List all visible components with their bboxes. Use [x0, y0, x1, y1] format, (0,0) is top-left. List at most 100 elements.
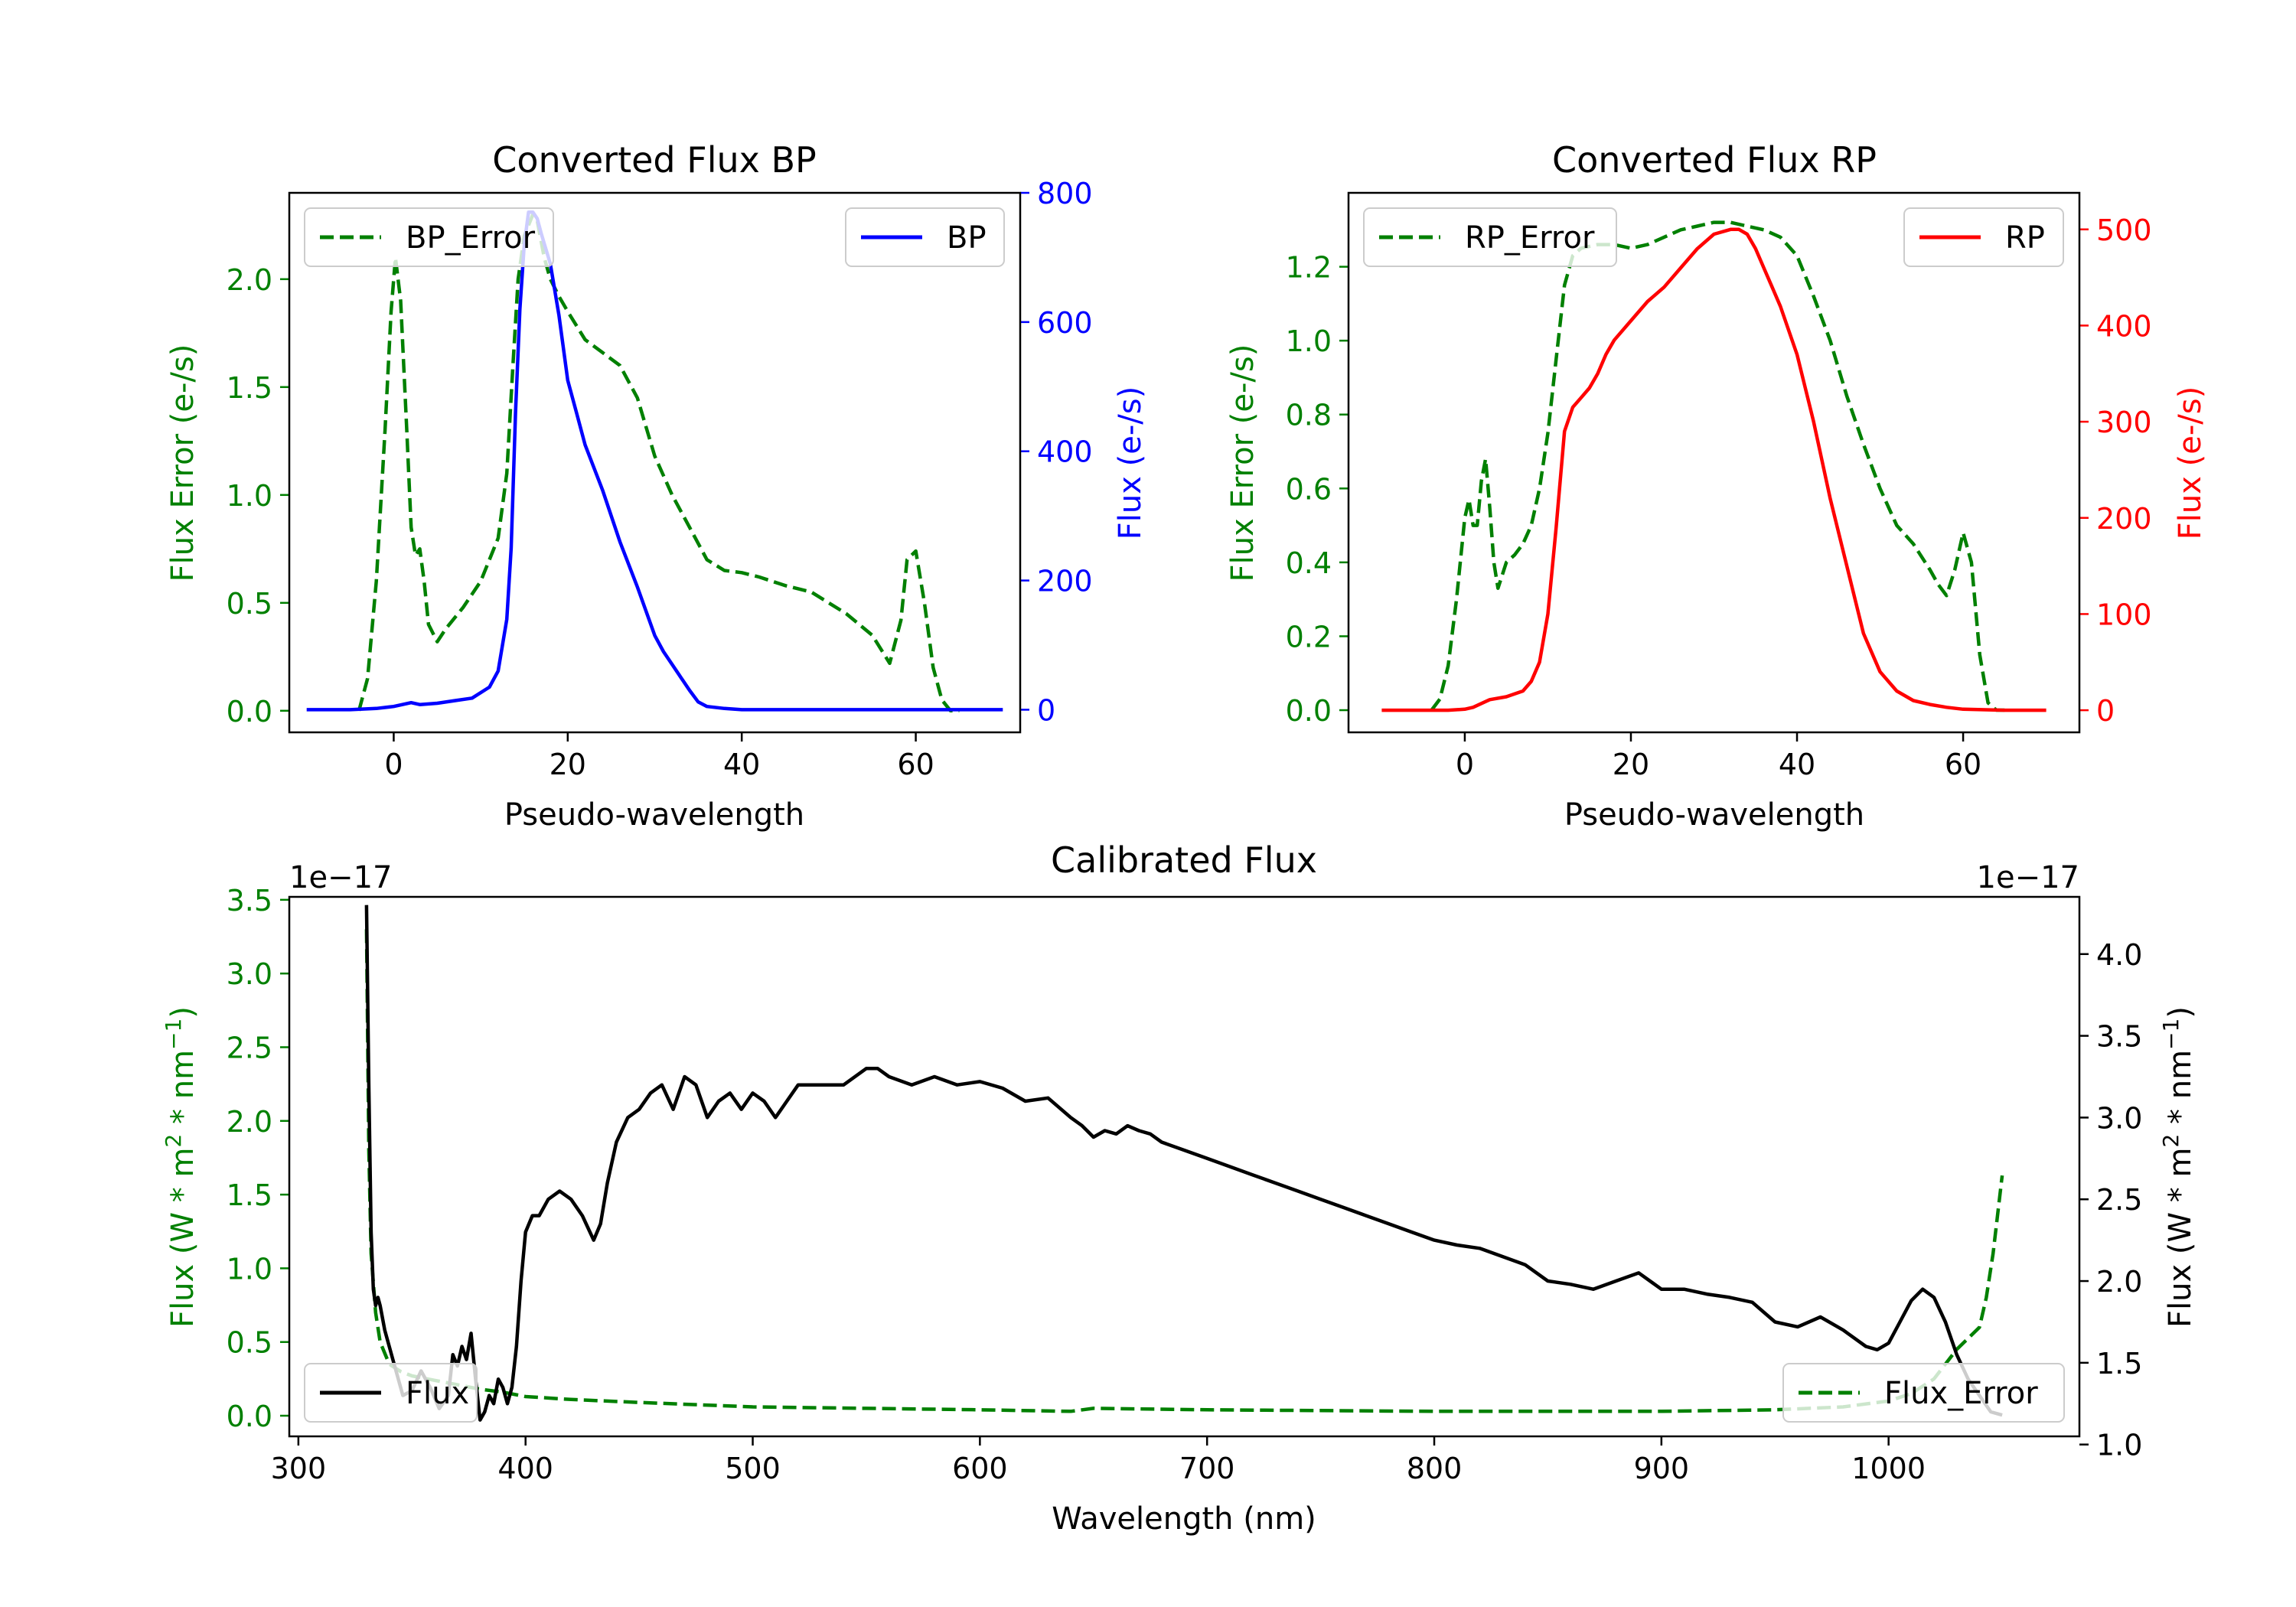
rp-error-legend-box	[1363, 207, 1617, 267]
rp-left-y-tick-label: 0.4	[1286, 546, 1332, 580]
calibrated-x-tick-label: 800	[1407, 1452, 1463, 1485]
calibrated-left-y-tick-label: 3.0	[227, 957, 272, 991]
bp-right-y-tick-label: 800	[1037, 177, 1093, 210]
bp-legend-label: BP	[947, 220, 987, 256]
rp-legend-label: RP	[2005, 220, 2045, 256]
bp-bp-line	[306, 210, 1003, 712]
rp-right-y-tick-label: 0	[2096, 694, 2115, 728]
rp-rp-line	[1381, 227, 2047, 712]
calibrated-right-y-tick-label: 3.5	[2096, 1020, 2142, 1054]
bp-x-tick-label: 40	[723, 748, 760, 781]
calibrated-x-axis-label: Wavelength (nm)	[1052, 1501, 1316, 1537]
bp-title: Converted Flux BP	[492, 139, 817, 181]
rp-right-axis-label: Flux (e-/s)	[2173, 386, 2208, 539]
rp-title: Converted Flux RP	[1552, 139, 1877, 181]
rp-legend-box	[1903, 207, 2064, 267]
bp-legend: BP	[845, 207, 1005, 267]
calibrated-x-tick-label: 600	[952, 1452, 1008, 1485]
calibrated-left-y-tick-label: 2.5	[227, 1031, 272, 1064]
rp-left-axis-label: Flux Error (e-/s)	[1225, 344, 1261, 582]
calibrated-x-tick-label: 1000	[1851, 1452, 1926, 1485]
bp-left-y-tick-label: 1.0	[227, 479, 272, 513]
calibrated-left-y-tick-label: 2.0	[227, 1105, 272, 1139]
calibrated-left-y-tick-label: 0.5	[227, 1326, 272, 1360]
bp-panel: Converted Flux BP 0 20 40 60 0.0 0.5 1.0 1.5 2.0…	[165, 139, 1148, 833]
calibrated-panel: Calibrated Flux 1e−17 1e−17 300 400 500 600…	[161, 839, 2199, 1537]
rp-legend: RP	[1903, 207, 2064, 267]
bp-x-tick-label: 0	[384, 748, 403, 781]
calibrated-right-y-tick-label: 4.0	[2096, 938, 2142, 972]
calibrated-right-y-tick-label: 2.0	[2096, 1265, 2142, 1299]
calibrated-right-y-tick-label: 1.0	[2096, 1429, 2142, 1462]
calibrated-error-legend-label: Flux_Error	[1884, 1376, 2038, 1411]
rp-ticks-group: 0 20 40 60 0.0 0.2 0.4 0.6 0.8 1.0 1.2 0 100 200 300 40…	[1286, 214, 2152, 781]
rp-error-legend-label: RP_Error	[1465, 220, 1595, 256]
calibrated-left-axis-label: Flux (W * m2 * nm−1)	[161, 1006, 201, 1328]
bp-left-y-tick-label: 2.0	[227, 263, 272, 297]
calibrated-x-tick-label: 300	[271, 1452, 327, 1485]
calibrated-right-axis-label: Flux (W * m2 * nm−1)	[2158, 1006, 2199, 1328]
rp-right-y-tick-label: 500	[2096, 214, 2152, 247]
calibrated-left-offset-text: 1e−17	[289, 860, 392, 895]
calibrated-flux-legend: Flux	[304, 1363, 478, 1423]
bp-ticks-group: 0 20 40 60 0.0 0.5 1.0 1.5 2.0 0 200 400 600 800	[227, 177, 1093, 781]
bp-right-y-tick-label: 0	[1037, 693, 1055, 727]
calibrated-x-tick-label: 400	[497, 1452, 553, 1485]
bp-error-legend-label: BP_Error	[406, 220, 536, 256]
calibrated-right-y-tick-label: 2.5	[2096, 1183, 2142, 1217]
calibrated-right-y-tick-label: 3.0	[2096, 1101, 2142, 1135]
calibrated-left-y-tick-label: 0.0	[227, 1400, 272, 1433]
rp-x-tick-label: 20	[1613, 748, 1649, 781]
bp-x-tick-label: 60	[897, 748, 934, 781]
bp-left-y-tick-label: 0.0	[227, 695, 272, 729]
rp-right-y-tick-label: 400	[2096, 309, 2152, 343]
calibrated-flux-legend-box	[304, 1363, 478, 1423]
rp-x-tick-label: 40	[1779, 748, 1815, 781]
calibrated-title: Calibrated Flux	[1051, 839, 1317, 881]
bp-error-legend-box	[304, 207, 554, 267]
calibrated-left-y-tick-label: 1.0	[227, 1252, 272, 1286]
rp-right-y-tick-label: 200	[2096, 502, 2152, 536]
rp-right-y-tick-label: 100	[2096, 598, 2152, 631]
rp-x-axis-label: Pseudo-wavelength	[1564, 797, 1864, 833]
calibrated-right-offset-text: 1e−17	[1977, 860, 2079, 895]
calibrated-x-tick-label: 900	[1634, 1452, 1690, 1485]
rp-left-y-tick-label: 0.0	[1286, 694, 1332, 728]
rp-error-legend: RP_Error	[1363, 207, 1617, 267]
rp-panel: Converted Flux RP 0 20 40 60 0.0 0.2 0.4 0.6 0.8…	[1225, 139, 2208, 833]
calibrated-x-tick-label: 700	[1179, 1452, 1235, 1485]
bp-left-axis-label: Flux Error (e-/s)	[165, 344, 201, 582]
calibrated-error-legend-box	[1782, 1363, 2065, 1423]
bp-left-y-tick-label: 1.5	[227, 371, 272, 405]
rp-x-tick-label: 0	[1456, 748, 1474, 781]
rp-x-tick-label: 60	[1945, 748, 1981, 781]
rp-series-group	[1381, 220, 2047, 712]
rp-left-y-tick-label: 0.8	[1286, 399, 1332, 432]
calibrated-axes-frame	[288, 895, 2081, 1438]
rp-left-y-tick-label: 0.2	[1286, 620, 1332, 654]
rp-left-y-tick-label: 1.2	[1286, 251, 1332, 285]
bp-right-y-tick-label: 600	[1037, 306, 1093, 340]
bp-axes-frame	[288, 191, 1022, 734]
bp-error-legend: BP_Error	[304, 207, 554, 267]
calibrated-x-tick-label: 500	[725, 1452, 781, 1485]
calibrated-left-y-tick-label: 3.5	[227, 884, 272, 918]
calibrated-right-y-tick-label: 1.5	[2096, 1347, 2142, 1380]
bp-series-group	[306, 210, 1003, 713]
calibrated-ticks-group: 300 400 500 600 700 800 900 1000 0.0 0.5 1.0 1.5 2.0…	[227, 884, 2143, 1485]
bp-right-y-tick-label: 200	[1037, 565, 1093, 598]
rp-rp-error-line	[1430, 220, 2005, 712]
rp-left-y-tick-label: 1.0	[1286, 324, 1332, 358]
bp-right-axis-label: Flux (e-/s)	[1113, 386, 1148, 539]
bp-x-axis-label: Pseudo-wavelength	[504, 797, 804, 833]
calibrated-flux-legend-label: Flux	[406, 1376, 469, 1411]
bp-left-y-tick-label: 0.5	[227, 587, 272, 621]
calibrated-error-legend: Flux_Error	[1782, 1363, 2065, 1423]
bp-right-y-tick-label: 400	[1037, 435, 1093, 469]
calibrated-left-y-tick-label: 1.5	[227, 1178, 272, 1212]
rp-axes-frame	[1347, 191, 2081, 734]
rp-right-y-tick-label: 300	[2096, 406, 2152, 439]
bp-x-tick-label: 20	[550, 748, 586, 781]
